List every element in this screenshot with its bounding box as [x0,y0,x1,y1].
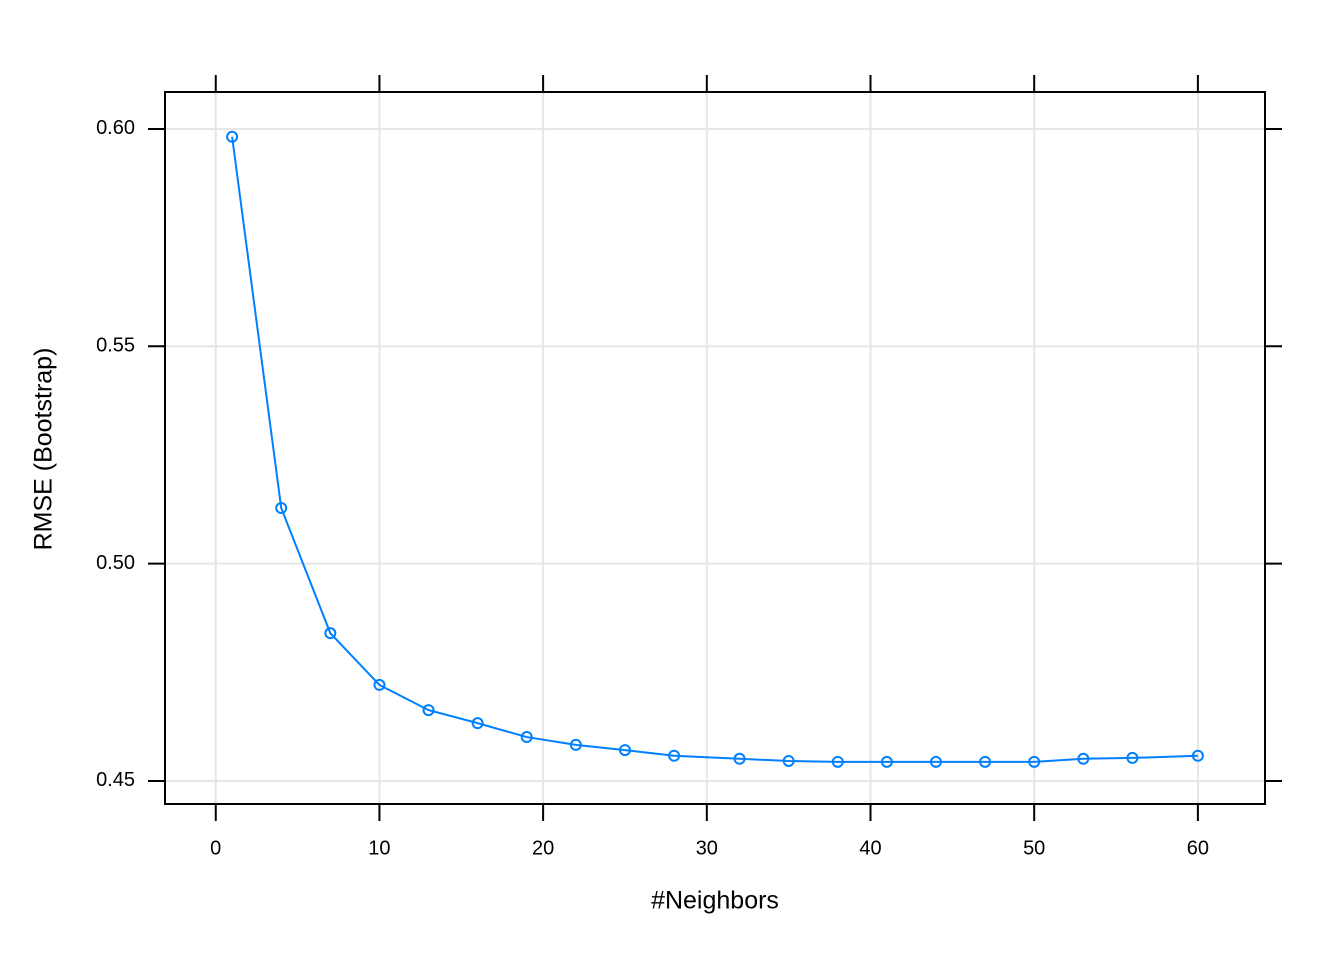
x-tick-label: 60 [1187,837,1209,859]
point [1126,751,1139,764]
point [668,749,681,762]
x-tick-label: 30 [696,837,718,859]
point [733,752,746,765]
y-axis-label: RMSE (Bootstrap) [30,348,58,551]
x-tick-label: 50 [1023,837,1045,859]
line [231,136,1198,763]
point [979,755,992,768]
x-axis-label: #Neighbors [651,887,779,915]
point [782,754,795,767]
point [880,755,893,768]
point [324,627,337,640]
point [275,501,288,514]
x-tick-label: 0 [210,837,221,859]
y-tick-label: 0.60 [96,117,135,139]
point [422,704,435,717]
x-tick-label: 20 [532,837,554,859]
y-tick-label: 0.45 [96,769,135,791]
point [1191,749,1204,762]
y-tick-label: 0.50 [96,552,135,574]
point [471,717,484,730]
point [569,738,582,751]
point [1077,752,1090,765]
plot-frame [164,91,1266,805]
x-tick-label: 10 [368,837,390,859]
point [1028,755,1041,768]
x-tick-label: 40 [859,837,881,859]
point [929,755,942,768]
point [226,130,239,143]
point [520,731,533,744]
point [831,755,844,768]
y-tick-label: 0.55 [96,335,135,357]
point [373,678,386,691]
point [618,744,631,757]
